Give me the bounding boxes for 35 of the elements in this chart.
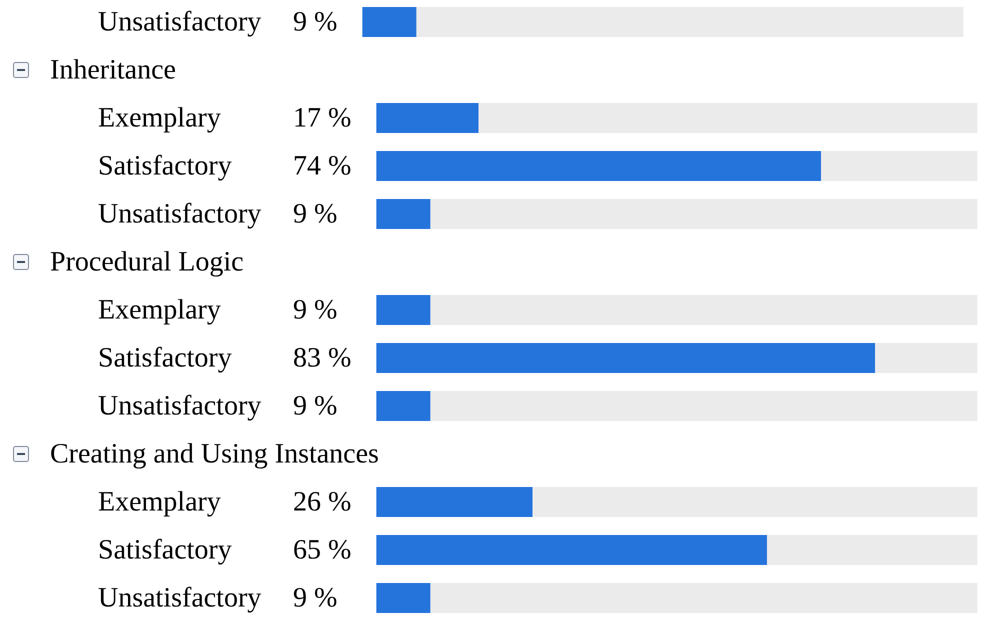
data-label: 9 % (293, 390, 338, 422)
bar (430, 199, 978, 229)
data-label: 17 % (293, 102, 352, 134)
bar (376, 199, 430, 229)
y-tick-label: Unsatisfactory (98, 198, 262, 230)
y-tick-label: Exemplary (98, 294, 221, 326)
bar (430, 583, 978, 613)
bar (376, 151, 822, 181)
bar (478, 103, 978, 133)
bar (532, 487, 978, 517)
data-label: 74 % (293, 150, 352, 182)
bar (766, 535, 978, 565)
y-tick-label: Unsatisfactory (98, 390, 262, 422)
y-tick-label: Exemplary (98, 486, 221, 518)
bar (376, 487, 533, 517)
y-tick-label: Satisfactory (98, 534, 232, 566)
y-tick-label: Unsatisfactory (98, 582, 262, 614)
y-tick-label: Satisfactory (98, 342, 232, 374)
data-label: 9 % (293, 6, 338, 38)
y-tick-label: Exemplary (98, 102, 221, 134)
bar (821, 151, 978, 181)
bar (376, 103, 478, 133)
chart-title: Creating and Using Instances (50, 438, 379, 470)
y-tick-label: Satisfactory (98, 150, 232, 182)
data-label: 83 % (293, 342, 352, 374)
y-tick-label: Unsatisfactory (98, 6, 262, 38)
data-label: 9 % (293, 294, 338, 326)
text: Inheritance (50, 54, 176, 86)
text: Procedural Logic (50, 246, 244, 278)
data-label: 26 % (293, 486, 352, 518)
data-label: 9 % (293, 198, 338, 230)
data-label: 65 % (293, 534, 352, 566)
bar (376, 583, 430, 613)
bar (376, 535, 767, 565)
data-label: 9 % (293, 582, 338, 614)
